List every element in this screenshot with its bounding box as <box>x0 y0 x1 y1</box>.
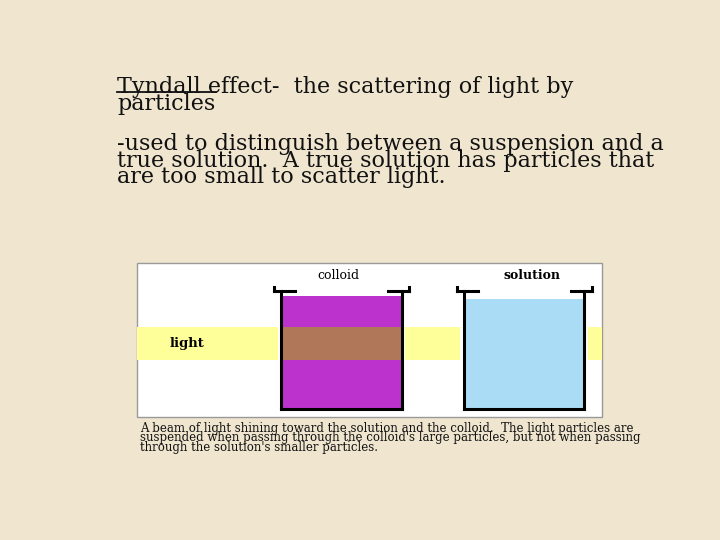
Text: solution: solution <box>503 269 560 282</box>
Bar <box>137 262 601 417</box>
Text: through the solution's smaller particles.: through the solution's smaller particles… <box>140 441 379 454</box>
Text: true solution.  A true solution has particles that: true solution. A true solution has parti… <box>117 150 654 172</box>
Bar <box>137 327 601 360</box>
Text: light: light <box>169 337 204 350</box>
Bar <box>464 299 585 409</box>
Text: colloid: colloid <box>317 269 359 282</box>
Bar <box>461 278 588 413</box>
Text: Tyndall effect-  the scattering of light by: Tyndall effect- the scattering of light … <box>117 76 574 98</box>
Bar <box>282 327 402 360</box>
Text: particles: particles <box>117 93 215 116</box>
Text: are too small to scatter light.: are too small to scatter light. <box>117 166 446 188</box>
Text: A beam of light shining toward the solution and the colloid.  The light particle: A beam of light shining toward the solut… <box>140 422 634 435</box>
Text: -used to distinguish between a suspension and a: -used to distinguish between a suspensio… <box>117 132 664 154</box>
Text: suspended when passing through the colloid's large particles, but not when passi: suspended when passing through the collo… <box>140 431 641 444</box>
Bar <box>282 296 402 409</box>
Bar <box>277 278 405 413</box>
